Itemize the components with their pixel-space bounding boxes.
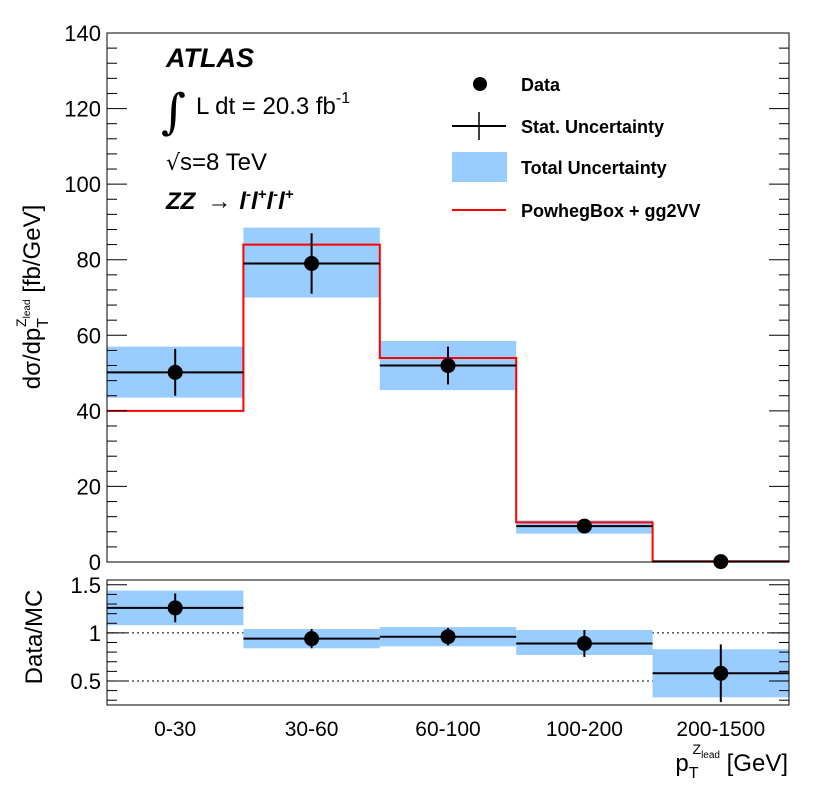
legend: Data Stat. Uncertainty Total Uncertainty… bbox=[452, 75, 701, 221]
x-category-label: 200-1500 bbox=[676, 718, 765, 741]
y-tick-label: 120 bbox=[64, 97, 101, 122]
luminosity-label: L dt = 20.3 fb-1 bbox=[196, 90, 350, 120]
y-tick-label: 80 bbox=[77, 248, 101, 273]
data-point bbox=[576, 518, 592, 534]
process-label: ZZ → l-l+l-l+ bbox=[165, 186, 294, 215]
ratio-panel: 0.5 1 1.5 0-30 30-60 60-100 100-200 200-1500 bbox=[70, 573, 790, 741]
ratio-point bbox=[440, 629, 456, 645]
legend-data-label: Data bbox=[521, 75, 561, 95]
main-panel: 0 20 40 60 80 100 120 140 bbox=[64, 21, 790, 575]
ratio-y-tick-label: 0.5 bbox=[70, 669, 101, 694]
ratio-y-tick-label: 1.5 bbox=[70, 573, 101, 598]
y-tick-label: 0 bbox=[89, 550, 101, 575]
mc-prediction-line bbox=[107, 243, 789, 563]
legend-total-label: Total Uncertainty bbox=[521, 158, 667, 178]
atlas-label: ATLAS bbox=[165, 43, 254, 73]
legend-mc-label: PowhegBox + gg2VV bbox=[521, 201, 701, 221]
legend-data-marker bbox=[473, 77, 487, 91]
main-y-axis-title: dσ/dpTZlead [fb/GeV] bbox=[13, 205, 52, 390]
ratio-y-tick-label: 1 bbox=[89, 621, 101, 646]
y-tick-label: 60 bbox=[77, 323, 101, 348]
main-plot-frame bbox=[106, 32, 790, 563]
x-category-label: 100-200 bbox=[546, 718, 623, 741]
legend-total-marker bbox=[452, 152, 507, 182]
ratio-point bbox=[167, 600, 183, 616]
y-tick-label: 20 bbox=[77, 474, 101, 499]
integral-symbol: ∫ bbox=[161, 84, 186, 140]
x-category-label: 60-100 bbox=[415, 718, 480, 741]
y-tick-label: 100 bbox=[64, 172, 101, 197]
legend-stat-label: Stat. Uncertainty bbox=[521, 117, 664, 137]
ratio-point bbox=[304, 631, 320, 647]
data-point bbox=[440, 358, 456, 374]
x-category-label: 0-30 bbox=[154, 718, 196, 741]
x-category-label: 30-60 bbox=[285, 718, 339, 741]
ratio-point bbox=[713, 665, 729, 681]
annotations: ATLAS ∫ L dt = 20.3 fb-1 √s=8 TeV ZZ → l-l… bbox=[161, 43, 350, 215]
x-axis-title: pTZlead [GeV] bbox=[675, 741, 788, 782]
ratio-y-axis-title: Data/MC bbox=[21, 590, 48, 685]
ratio-point bbox=[576, 635, 592, 651]
y-tick-label: 140 bbox=[64, 21, 101, 46]
y-tick-label: 40 bbox=[77, 399, 101, 424]
data-point bbox=[167, 364, 183, 380]
data-point bbox=[304, 255, 320, 271]
energy-label: √s=8 TeV bbox=[166, 149, 267, 176]
